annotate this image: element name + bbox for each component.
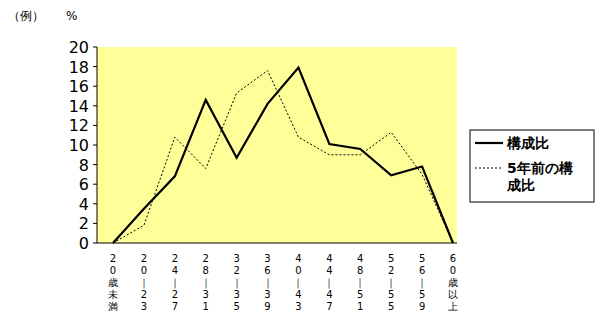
plot-area [97, 47, 457, 243]
y-tick [93, 47, 97, 48]
y-tick-label: 4 [79, 195, 89, 214]
x-tick-label: 32｜35 [232, 253, 242, 312]
y-tick-label: 18 [69, 58, 89, 77]
series-line [113, 68, 453, 243]
series-line [113, 71, 453, 243]
y-tick [93, 125, 97, 126]
y-axis [97, 47, 98, 243]
x-tick-label: 28｜31 [201, 253, 211, 312]
x-tick-label: 60歳以上 [448, 253, 458, 312]
y-tick-label: 8 [79, 156, 89, 175]
x-tick-label: 44｜47 [324, 253, 334, 312]
y-tick-label: 0 [79, 234, 89, 253]
y-tick [93, 184, 97, 185]
legend-swatch [475, 168, 503, 169]
y-tick-label: 12 [69, 116, 89, 135]
y-tick [93, 243, 97, 244]
y-label: % [66, 9, 77, 23]
y-tick-label: 16 [69, 77, 89, 96]
y-tick [93, 203, 97, 204]
x-tick-label: 36｜39 [263, 253, 273, 312]
y-tick [93, 164, 97, 165]
y-tick-label: 20 [69, 38, 89, 57]
legend-label: 5年前の構成比 [506, 160, 573, 193]
x-tick-label: 52｜55 [386, 253, 396, 312]
series-group [113, 68, 453, 243]
x-tick-label: 56｜59 [417, 253, 427, 312]
legend-label: 構成比 [506, 135, 549, 151]
y-tick [93, 105, 97, 106]
legend: 構成比 5年前の構成比 [470, 130, 594, 202]
legend-box [470, 130, 594, 202]
y-tick [93, 145, 97, 146]
y-tick-label: 2 [79, 214, 89, 233]
y-tick [93, 66, 97, 67]
y-tick-label: 14 [69, 97, 89, 116]
x-tick-label: 24｜27 [170, 253, 180, 312]
x-tick-label: 20歳未満 [108, 253, 118, 312]
chart: （例）% 02468101214161820 20歳未満 20｜23 24｜27 28｜3… [0, 0, 600, 336]
y-tick [93, 223, 97, 224]
x-tick-label: 48｜51 [355, 253, 365, 312]
annotation: （例） [8, 9, 44, 23]
x-tick-label: 40｜43 [293, 253, 303, 312]
legend-swatch [475, 142, 503, 144]
y-tick-label: 10 [69, 136, 89, 155]
x-tick-label: 20｜23 [139, 253, 149, 312]
y-tick-label: 6 [79, 175, 89, 194]
x-axis [97, 243, 457, 244]
y-tick [93, 86, 97, 87]
